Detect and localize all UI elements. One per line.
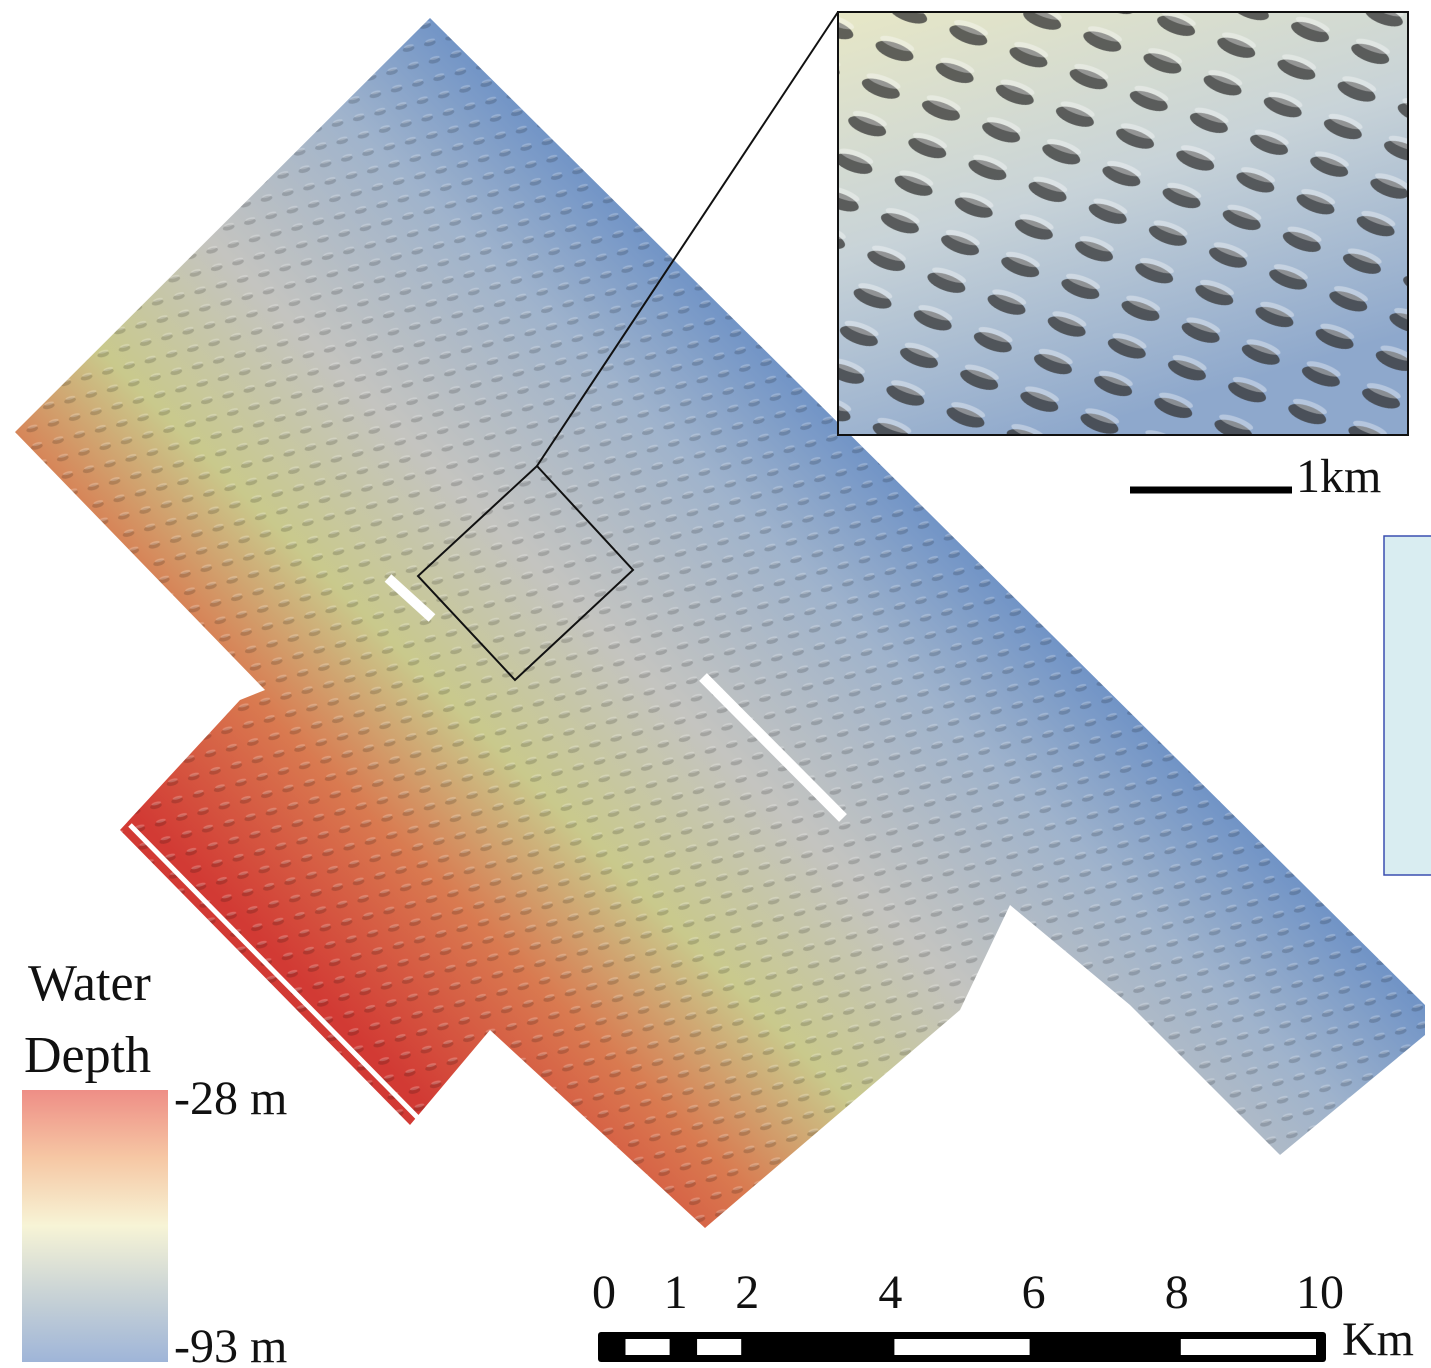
scale-unit: Km xyxy=(1342,1313,1414,1366)
scale-bar-segment xyxy=(1181,1339,1316,1355)
scale-tick-label: 0 xyxy=(592,1266,616,1319)
scale-tick-label: 2 xyxy=(735,1266,759,1319)
side-panel xyxy=(1384,536,1431,875)
color-bar xyxy=(22,1090,168,1362)
scale-bar-segment xyxy=(697,1339,741,1355)
legend-min-label: -93 m xyxy=(174,1320,287,1368)
scale-bar-segment xyxy=(894,1339,1029,1355)
map: 1km Water Depth -28 m -93 m Km 012 4 6 8 10 xyxy=(0,0,1431,1368)
scale-tick-label: 8 xyxy=(1165,1266,1189,1319)
legend-max-label: -28 m xyxy=(174,1072,287,1125)
inset xyxy=(838,12,1408,435)
scale-tick-label: 4 xyxy=(878,1266,902,1319)
scale-tick-label: 10 xyxy=(1296,1266,1344,1319)
legend-title: Water xyxy=(28,955,151,1012)
legend-title: Depth xyxy=(24,1027,151,1084)
scale-tick-label: 1 xyxy=(664,1266,688,1319)
legend: Water Depth -28 m -93 m xyxy=(22,955,287,1368)
scale-bar-segment xyxy=(625,1339,669,1355)
scale-tick-label: 6 xyxy=(1022,1266,1046,1319)
inset-scale-label: 1km xyxy=(1296,450,1381,503)
